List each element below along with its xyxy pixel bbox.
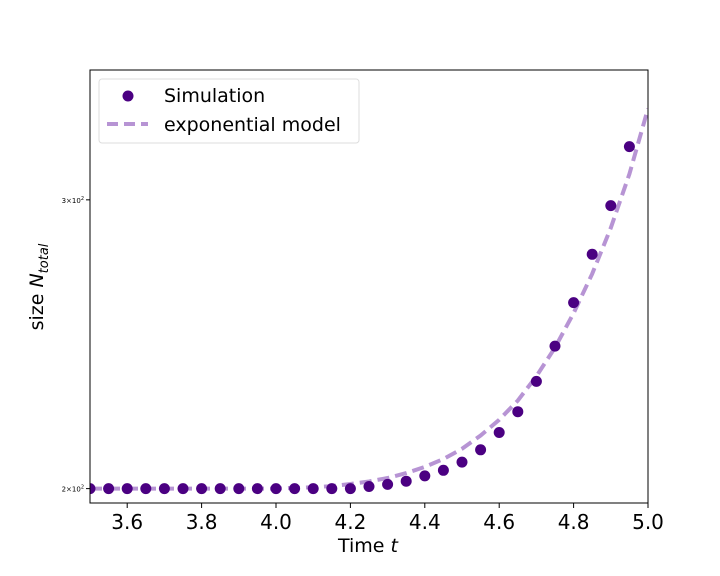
simulation-point bbox=[437, 464, 449, 476]
simulation-point bbox=[251, 483, 263, 495]
simulation-point bbox=[568, 297, 580, 309]
simulation-point bbox=[196, 483, 208, 495]
simulation-point bbox=[90, 483, 96, 495]
legend-model-label: exponential model bbox=[164, 114, 341, 136]
simulation-point bbox=[363, 481, 375, 492]
x-tick-label: 4.4 bbox=[409, 510, 441, 534]
axis-ticks: 3.6 3.8 4.0 4.2 4.4 4.6 4.8 5.0 2×102 3×102 bbox=[62, 196, 664, 534]
legend-simulation-marker bbox=[122, 90, 134, 102]
x-axis-label: Time t bbox=[337, 535, 400, 557]
simulation-point bbox=[419, 470, 431, 482]
simulation-point bbox=[307, 483, 319, 495]
axes-frame bbox=[89, 69, 649, 504]
x-tick-label: 4.8 bbox=[558, 510, 590, 534]
simulation-point bbox=[270, 483, 282, 495]
simulation-point bbox=[289, 483, 301, 495]
simulation-point bbox=[140, 483, 152, 495]
simulation-point bbox=[344, 483, 356, 495]
simulation-point bbox=[456, 456, 468, 468]
x-tick-label: 4.2 bbox=[334, 510, 366, 534]
simulation-point bbox=[586, 248, 598, 260]
legend-box bbox=[98, 78, 360, 144]
simulation-point bbox=[158, 483, 170, 495]
simulation-point bbox=[177, 483, 189, 495]
simulation-point bbox=[400, 475, 412, 487]
simulation-point bbox=[530, 375, 542, 387]
x-tick-label: 5.0 bbox=[632, 510, 664, 534]
simulation-point bbox=[605, 200, 617, 212]
x-tick-label: 3.8 bbox=[186, 510, 218, 534]
legend-simulation-label: Simulation bbox=[164, 85, 265, 107]
simulation-point bbox=[512, 406, 524, 418]
simulation-point bbox=[103, 483, 115, 495]
simulation-point bbox=[475, 444, 487, 456]
simulation-point bbox=[121, 483, 133, 495]
series-exponential-model-line bbox=[90, 108, 648, 491]
simulation-point bbox=[214, 483, 226, 495]
legend: Simulation exponential model bbox=[98, 78, 360, 144]
simulation-point bbox=[233, 483, 245, 495]
y-tick-label: 2×102 bbox=[62, 485, 84, 494]
x-tick-label: 4.0 bbox=[260, 510, 292, 534]
y-tick-label: 3×102 bbox=[62, 196, 84, 205]
plot-area bbox=[90, 108, 648, 495]
y-axis-label: size Ntotal bbox=[26, 243, 52, 330]
simulation-point bbox=[382, 478, 394, 490]
x-tick-label: 4.6 bbox=[483, 510, 515, 534]
simulation-point bbox=[493, 427, 505, 438]
simulation-point bbox=[623, 141, 635, 153]
simulation-point bbox=[326, 483, 338, 495]
simulation-point bbox=[549, 340, 561, 352]
x-tick-label: 3.6 bbox=[111, 510, 143, 534]
